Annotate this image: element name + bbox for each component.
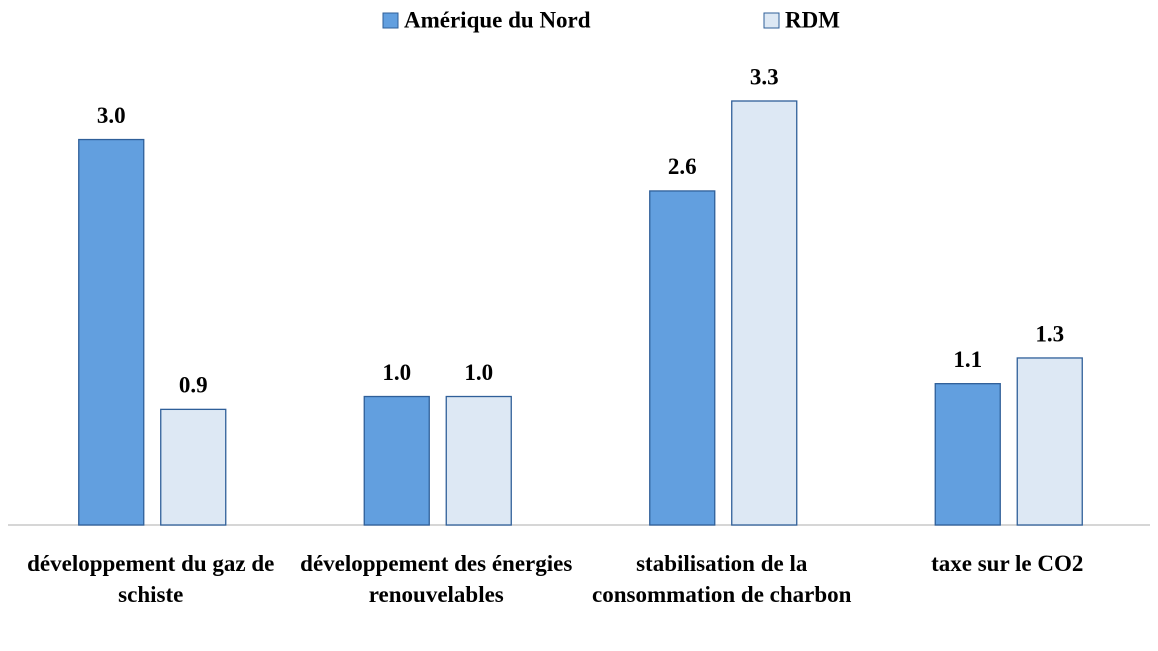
- bar: [1016, 357, 1083, 526]
- bar: [934, 383, 1001, 526]
- bar: [445, 395, 512, 526]
- bar: [363, 395, 430, 526]
- legend-swatch: [382, 12, 399, 29]
- bar: [78, 138, 145, 526]
- data-label: 1.3: [1035, 321, 1064, 346]
- x-tick-label: stabilisation de la consommation de char…: [592, 551, 852, 607]
- x-tick-label: développement du gaz de schiste: [27, 551, 275, 607]
- legend-label: RDM: [785, 7, 840, 32]
- bar: [731, 100, 798, 526]
- data-label: 1.0: [464, 360, 493, 385]
- bar: [649, 190, 716, 526]
- legend-swatch: [763, 12, 780, 29]
- data-label: 0.9: [179, 373, 208, 398]
- data-label: 3.3: [750, 64, 779, 89]
- legend-label: Amérique du Nord: [404, 7, 591, 32]
- data-label: 2.6: [668, 154, 697, 179]
- data-label: 1.0: [382, 360, 411, 385]
- bar: [160, 408, 227, 526]
- data-label: 1.1: [953, 347, 982, 372]
- x-tick-label: développement des énergies renouvelables: [300, 551, 573, 607]
- data-label: 3.0: [97, 103, 126, 128]
- x-tick-label: taxe sur le CO2: [931, 551, 1084, 576]
